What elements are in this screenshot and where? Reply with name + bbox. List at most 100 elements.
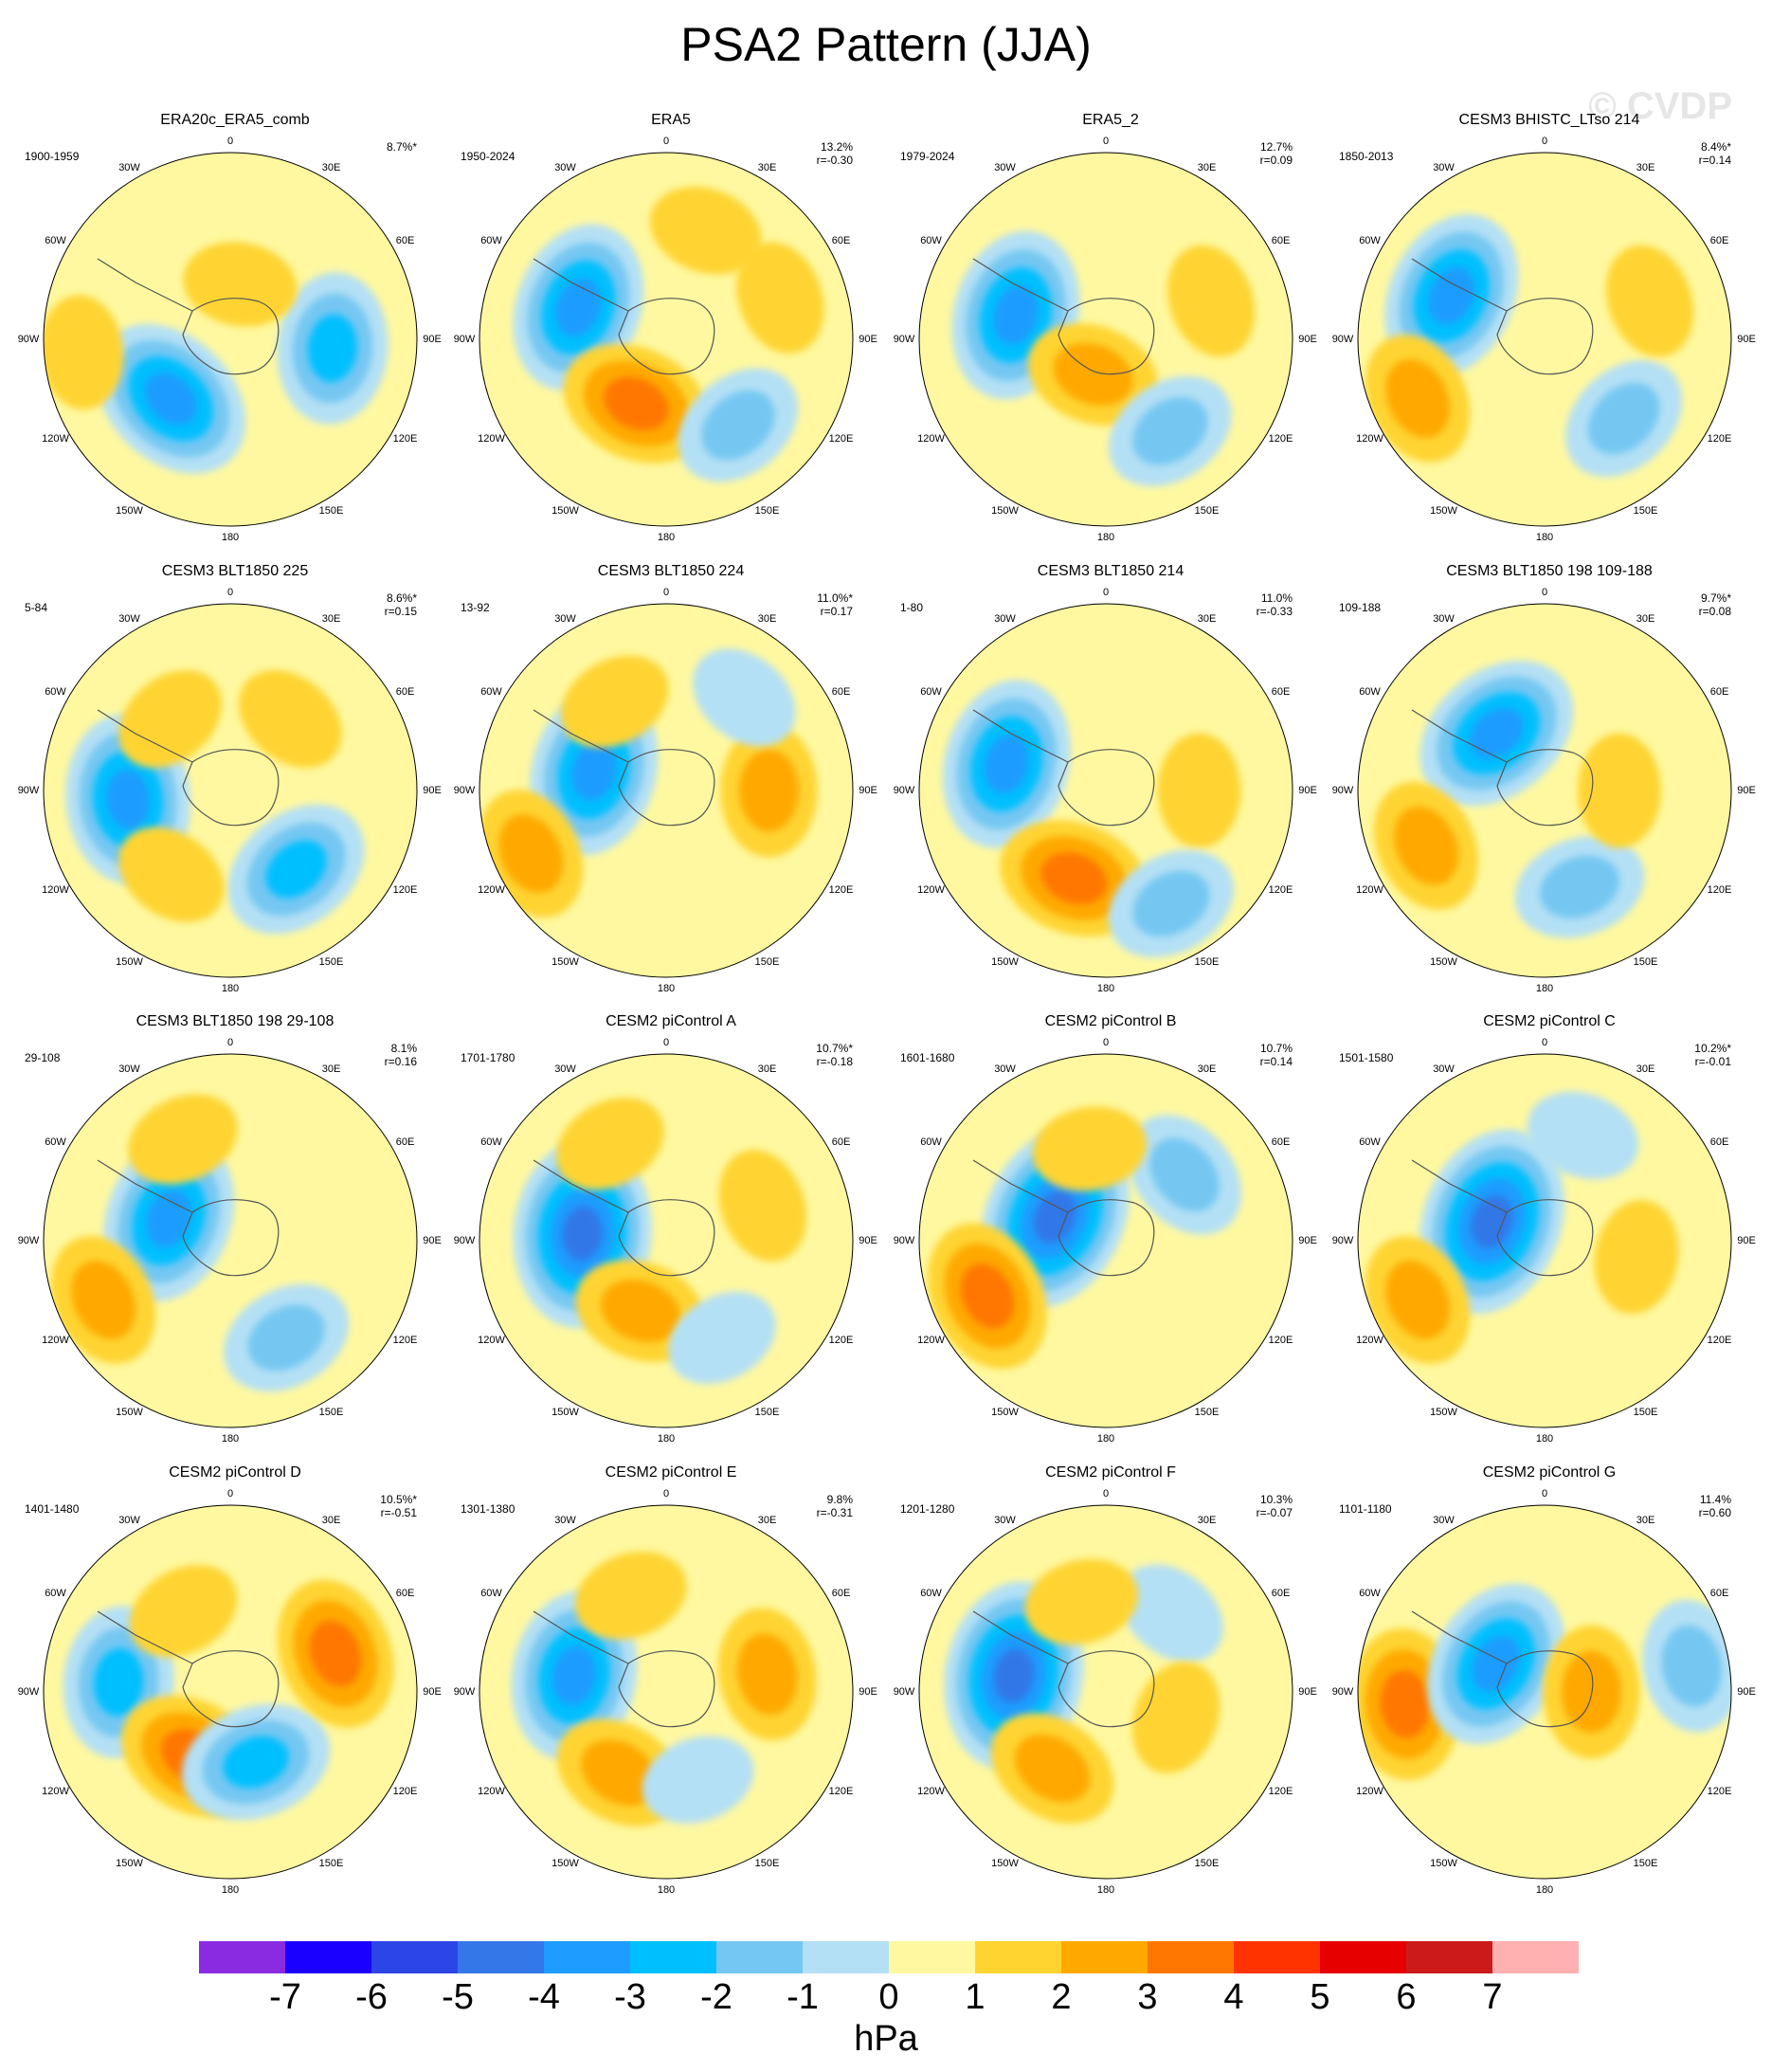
longitude-label: 120W — [1356, 883, 1383, 896]
longitude-label: 60E — [831, 685, 851, 698]
longitude-label: 180 — [1096, 1433, 1115, 1445]
longitude-label: 90W — [453, 334, 476, 345]
anomaly-contour — [668, 1291, 776, 1385]
polar-map — [479, 603, 854, 978]
longitude-label: 150W — [1430, 505, 1457, 517]
polar-map — [479, 1053, 854, 1428]
longitude-label: 90W — [453, 1235, 476, 1246]
panel-title: CESM2 piControl C — [1483, 1013, 1616, 1029]
longitude-label: 150E — [754, 956, 780, 968]
anomaly-contour — [1120, 1564, 1223, 1663]
map-border — [479, 1053, 854, 1428]
anomaly-contour — [556, 1097, 664, 1190]
anomaly-contour — [44, 295, 124, 410]
panel-variance-explained: 9.8% — [826, 1493, 853, 1506]
colorbar-segment — [975, 1941, 1061, 1973]
anomaly-contour — [1132, 870, 1210, 937]
coastline — [182, 298, 280, 375]
colorbar-tick-label: 0 — [878, 1977, 899, 2017]
anomaly-contour — [560, 655, 669, 748]
colorbar-tick-label: 2 — [1051, 1977, 1072, 2017]
coastline — [533, 258, 629, 312]
panel-correlation: r=0.14 — [1698, 154, 1731, 167]
figure-title: PSA2 Pattern (JJA) — [680, 18, 1092, 71]
coastline — [972, 258, 1069, 312]
longitude-label: 150E — [1194, 505, 1220, 517]
longitude-label: 60E — [395, 1587, 415, 1599]
colorbar-tick-label: 1 — [965, 1977, 985, 2017]
longitude-label: 90E — [859, 1235, 877, 1246]
panel-correlation: r=0.17 — [820, 605, 853, 618]
panel-title: CESM3 BLT1850 224 — [597, 563, 745, 579]
polar-map — [918, 603, 1293, 978]
longitude-label: 150E — [1633, 1858, 1658, 1869]
colorbar-tick-label: 3 — [1137, 1977, 1158, 2017]
longitude-label: 150W — [991, 1858, 1019, 1869]
longitude-label: 30E — [1197, 162, 1217, 173]
panel-period: 1301-1380 — [461, 1502, 515, 1516]
anomaly-contour — [1040, 852, 1108, 904]
colorbar-segment — [630, 1941, 716, 1973]
colorbar-tick-label: 4 — [1223, 1977, 1244, 2017]
panel-title: CESM2 piControl E — [605, 1464, 737, 1481]
longitude-label: 150W — [991, 505, 1019, 517]
longitude-label: 180 — [1096, 983, 1115, 994]
anomaly-contour — [961, 1263, 1014, 1329]
anomaly-contour — [309, 1620, 362, 1687]
anomaly-contour — [1157, 733, 1241, 848]
map-panel: ERA20c_ERA5_comb 1900-1959 8.7%* 0 30E 60E 90E… — [17, 112, 453, 561]
longitude-label: 30E — [1636, 613, 1655, 625]
panel-period: 1979-2024 — [900, 150, 955, 163]
anomaly-contour — [649, 186, 762, 275]
longitude-label: 60W — [920, 1136, 942, 1148]
longitude-label: 120E — [1707, 432, 1732, 445]
anomaly-contour — [993, 285, 1039, 345]
longitude-label: 30E — [321, 613, 341, 625]
panel-variance-explained: 11.0% — [1260, 591, 1293, 605]
colorbar-segment — [1406, 1941, 1492, 1973]
coastline — [618, 298, 715, 375]
longitude-label: 60W — [1359, 1587, 1381, 1599]
anomaly-contour — [551, 1645, 597, 1706]
coastline — [1411, 1159, 1508, 1213]
longitude-label: 180 — [1096, 1884, 1115, 1896]
colorbar-tick-label: -6 — [355, 1977, 388, 2017]
map-panel: CESM2 piControl D 1401-1480 10.5%* r=-0.51 0… — [17, 1464, 453, 1914]
panel-correlation: r=0.14 — [1259, 1055, 1293, 1068]
longitude-label: 150W — [551, 1858, 579, 1869]
cvdp-watermark: © CVDP — [1588, 85, 1732, 127]
panel-title: CESM3 BLT1850 225 — [161, 563, 309, 579]
panel-period: 1601-1680 — [900, 1051, 955, 1064]
map-panel: CESM2 piControl B 1601-1680 10.7% r=0.14 0 30… — [893, 1013, 1329, 1463]
longitude-label: 60E — [831, 1136, 851, 1148]
panel-title: CESM2 piControl D — [169, 1464, 301, 1481]
panel-period: 5-84 — [25, 601, 48, 614]
anomaly-contour — [144, 373, 197, 426]
longitude-label: 60W — [45, 1587, 66, 1599]
polar-map — [43, 603, 418, 978]
longitude-label: 0 — [1102, 136, 1110, 147]
panel-variance-explained: 10.7%* — [816, 1042, 853, 1055]
longitude-label: 120W — [917, 1785, 945, 1797]
longitude-label: 60W — [480, 685, 502, 698]
coastline — [1496, 749, 1594, 827]
longitude-label: 60W — [480, 234, 502, 246]
longitude-label: 90W — [893, 785, 915, 796]
polar-map — [918, 152, 1293, 527]
longitude-label: 180 — [657, 983, 676, 994]
anomaly-contour — [129, 1565, 238, 1658]
panel-title: CESM3 BLT1850 198 109-188 — [1446, 563, 1653, 579]
panel-correlation: r=0.60 — [1698, 1506, 1731, 1519]
longitude-label: 0 — [662, 587, 670, 598]
longitude-label: 30W — [994, 1515, 1016, 1526]
panel-variance-explained: 12.7% — [1259, 140, 1293, 154]
coastline — [618, 1199, 715, 1277]
longitude-label: 30W — [994, 1063, 1016, 1075]
longitude-label: 60W — [920, 685, 942, 698]
panel-variance-explained: 8.1% — [390, 1042, 417, 1055]
anomaly-contour — [571, 741, 617, 801]
map-panel: CESM3 BLT1850 224 13-92 11.0%* r=0.17 0 30E 60… — [453, 563, 889, 1012]
longitude-label: 0 — [1541, 136, 1548, 147]
longitude-label: 150E — [754, 1407, 780, 1418]
longitude-label: 60W — [920, 1587, 942, 1599]
